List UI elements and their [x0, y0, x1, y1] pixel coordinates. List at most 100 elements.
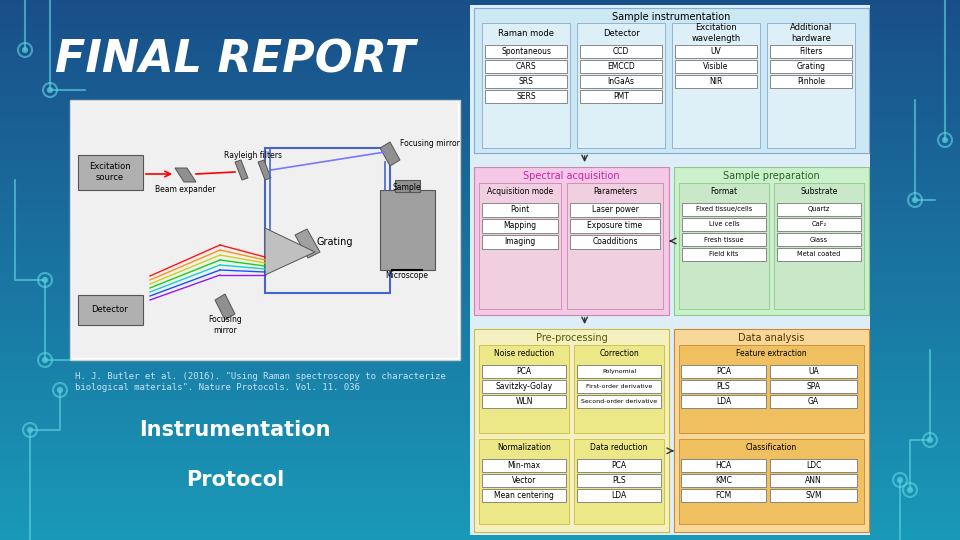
Bar: [770, 474, 857, 487]
Bar: [674, 329, 869, 532]
Text: SERS: SERS: [516, 92, 536, 101]
Text: Live cells: Live cells: [708, 221, 739, 227]
Bar: [767, 23, 855, 148]
Bar: [485, 60, 567, 73]
Bar: [580, 90, 662, 103]
Text: CCD: CCD: [612, 47, 629, 56]
Text: H. J. Butler et al. (2016). "Using Raman spectroscopy to characterize: H. J. Butler et al. (2016). "Using Raman…: [75, 372, 445, 381]
Bar: [580, 45, 662, 58]
Text: Raman mode: Raman mode: [498, 29, 554, 37]
Bar: [580, 75, 662, 88]
Polygon shape: [258, 160, 271, 180]
Text: NIR: NIR: [709, 77, 723, 86]
Bar: [72, 102, 458, 358]
Bar: [770, 365, 857, 378]
Text: Pre-processing: Pre-processing: [536, 333, 608, 343]
Text: Min-max: Min-max: [508, 461, 540, 470]
Text: Glass: Glass: [810, 237, 828, 242]
Text: KMC: KMC: [715, 476, 732, 485]
Bar: [770, 395, 857, 408]
Text: UA: UA: [808, 367, 819, 376]
Bar: [567, 183, 663, 309]
Text: InGaAs: InGaAs: [608, 77, 635, 86]
Bar: [675, 60, 757, 73]
Text: CARS: CARS: [516, 62, 537, 71]
Text: Substrate: Substrate: [801, 187, 838, 197]
Bar: [70, 100, 460, 360]
Bar: [675, 45, 757, 58]
Bar: [777, 203, 861, 216]
Bar: [482, 489, 566, 502]
Text: Noise reduction: Noise reduction: [494, 349, 554, 359]
Bar: [479, 183, 561, 309]
Text: Detector: Detector: [91, 306, 129, 314]
Text: Vector: Vector: [512, 476, 537, 485]
Text: Classification: Classification: [746, 443, 797, 453]
Bar: [482, 235, 558, 249]
Bar: [681, 474, 766, 487]
Bar: [681, 459, 766, 472]
Circle shape: [48, 87, 53, 92]
Text: LDA: LDA: [716, 397, 732, 406]
Text: Field kits: Field kits: [709, 252, 738, 258]
Bar: [577, 365, 661, 378]
Text: PLS: PLS: [717, 382, 731, 391]
Text: PCA: PCA: [612, 461, 627, 470]
Bar: [777, 218, 861, 231]
Bar: [482, 365, 566, 378]
Text: Sample instrumentation: Sample instrumentation: [612, 12, 731, 22]
Bar: [577, 474, 661, 487]
Text: Visible: Visible: [704, 62, 729, 71]
Bar: [485, 75, 567, 88]
Text: Data reduction: Data reduction: [590, 443, 648, 453]
Bar: [479, 439, 569, 524]
Text: HCA: HCA: [715, 461, 732, 470]
Text: Microscope: Microscope: [386, 271, 428, 280]
Bar: [482, 23, 570, 148]
Bar: [681, 395, 766, 408]
Text: Pinhole: Pinhole: [797, 77, 825, 86]
Circle shape: [28, 428, 33, 433]
Text: Grating: Grating: [317, 237, 353, 247]
Bar: [485, 90, 567, 103]
Bar: [770, 489, 857, 502]
Polygon shape: [215, 294, 235, 320]
Bar: [577, 489, 661, 502]
Text: Data analysis: Data analysis: [738, 333, 804, 343]
Bar: [482, 474, 566, 487]
Text: LDA: LDA: [612, 491, 627, 500]
Text: Focusing
mirror: Focusing mirror: [208, 315, 242, 335]
Text: PMT: PMT: [613, 92, 629, 101]
Text: Imaging: Imaging: [504, 238, 536, 246]
Polygon shape: [235, 160, 248, 180]
Bar: [681, 489, 766, 502]
Text: biological materials". Nature Protocols. Vol. 11. 036: biological materials". Nature Protocols.…: [75, 383, 360, 392]
Text: UV: UV: [710, 47, 721, 56]
Text: FCM: FCM: [715, 491, 732, 500]
Text: Filters: Filters: [800, 47, 823, 56]
Polygon shape: [295, 229, 320, 258]
Text: Acquisition mode: Acquisition mode: [487, 187, 553, 197]
Text: Excitation
wavelength: Excitation wavelength: [691, 23, 740, 43]
Bar: [681, 365, 766, 378]
Text: PLS: PLS: [612, 476, 626, 485]
Bar: [395, 180, 420, 192]
Text: Grating: Grating: [797, 62, 826, 71]
Text: EMCCD: EMCCD: [607, 62, 635, 71]
Text: SPA: SPA: [806, 382, 821, 391]
Bar: [474, 167, 669, 315]
Bar: [482, 219, 558, 233]
Text: Fresh tissue: Fresh tissue: [705, 237, 744, 242]
Text: Additional
hardware: Additional hardware: [790, 23, 832, 43]
Text: Second-order derivative: Second-order derivative: [581, 399, 657, 404]
Bar: [78, 155, 143, 190]
Text: Rayleigh filters: Rayleigh filters: [224, 151, 282, 159]
Text: Spectral acquisition: Spectral acquisition: [523, 171, 620, 181]
Text: WLN: WLN: [516, 397, 533, 406]
Circle shape: [907, 488, 912, 492]
Bar: [682, 218, 766, 231]
Bar: [574, 439, 664, 524]
Bar: [570, 203, 660, 217]
Text: First-order derivative: First-order derivative: [586, 384, 652, 389]
Text: Format: Format: [710, 187, 737, 197]
